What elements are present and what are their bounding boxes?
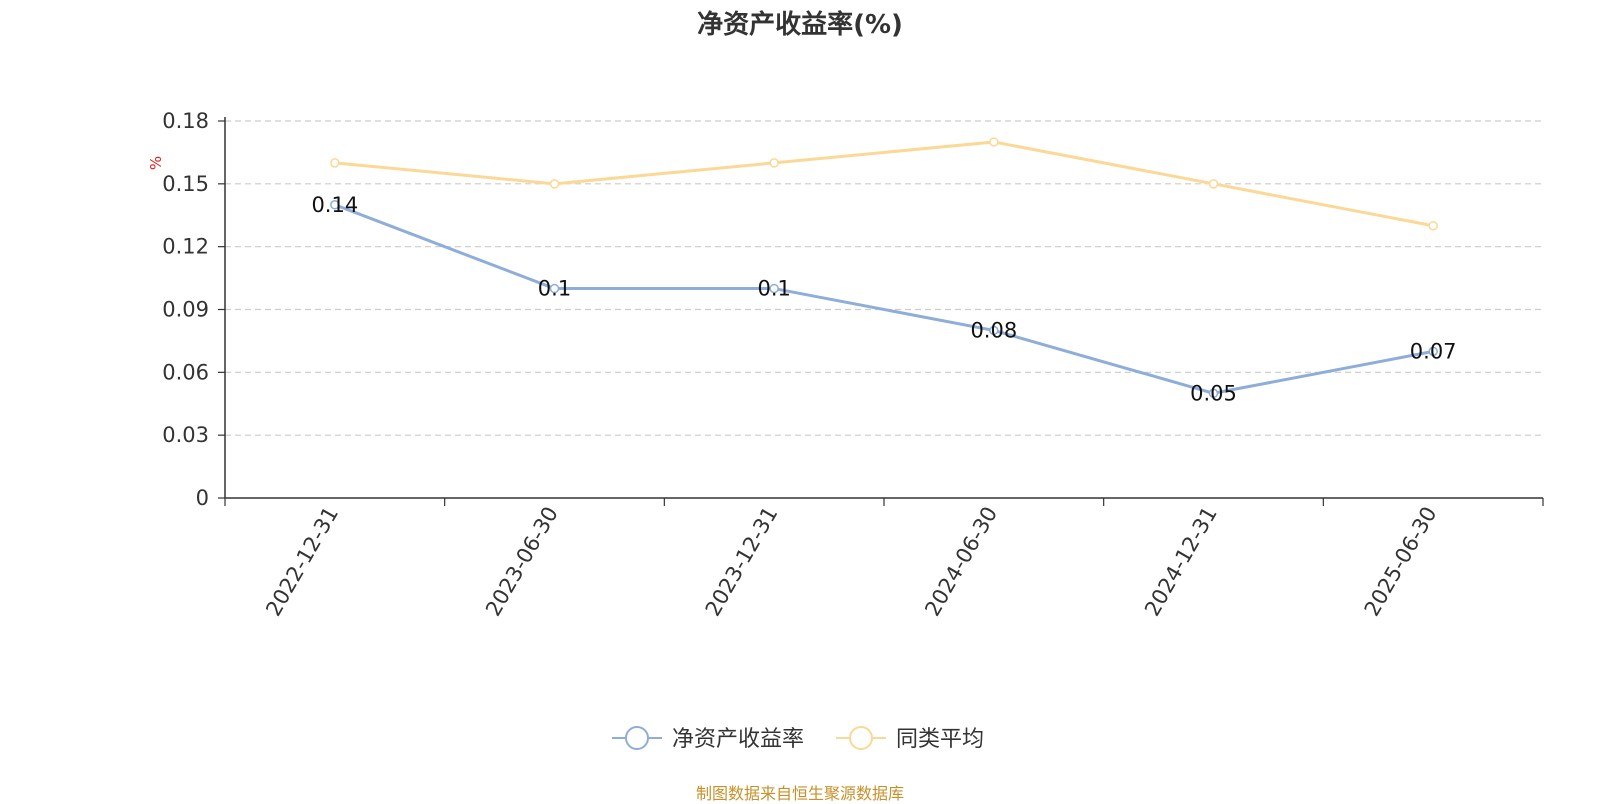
y-tick-label: 0.03 xyxy=(162,423,209,447)
data-label: 0.1 xyxy=(757,277,790,301)
data-label: 0.14 xyxy=(311,193,358,217)
axes: 0 0.03 0.06 0.09 0.12 0.15 0.18% 2022-12-31 2023… xyxy=(147,109,1544,621)
x-tick-label: 2023-12-31 xyxy=(701,503,783,621)
legend-label: 同类平均 xyxy=(896,727,984,752)
data-point xyxy=(1208,179,1219,189)
data-point xyxy=(989,137,999,147)
grid-lines xyxy=(225,120,1543,436)
x-tick-label: 2025-06-30 xyxy=(1360,503,1442,621)
data-label: 0.08 xyxy=(970,318,1017,342)
y-axis-unit: % xyxy=(147,156,165,170)
data-point xyxy=(1428,220,1438,231)
data-labels: 0.14 0.1 0.1 0.08 0.05 0.07 xyxy=(311,193,1456,406)
data-label: 0.1 xyxy=(538,277,571,301)
data-point xyxy=(1208,388,1219,399)
data-label: 0.07 xyxy=(1410,339,1457,363)
series-lines xyxy=(330,137,1438,399)
legend: 净资产收益率 同类平均 xyxy=(612,726,984,752)
data-point xyxy=(769,283,779,294)
legend-marker-icon xyxy=(625,726,649,750)
data-point xyxy=(549,179,560,189)
legend-marker-icon xyxy=(849,726,873,750)
x-tick-label: 2024-06-30 xyxy=(920,502,1002,620)
series-line xyxy=(334,140,1434,228)
data-point xyxy=(330,158,340,168)
x-tick-label: 2022-12-31 xyxy=(261,503,343,621)
data-point xyxy=(1428,346,1438,357)
source-note: 制图数据来自恒生聚源数据库 xyxy=(695,784,904,803)
data-point xyxy=(989,325,999,336)
y-tick-label: 0.15 xyxy=(162,172,209,196)
legend-label: 净资产收益率 xyxy=(672,727,804,752)
legend-item[interactable]: 净资产收益率 xyxy=(612,726,804,752)
x-tick-label: 2024-12-31 xyxy=(1140,503,1222,621)
y-tick-label: 0.18 xyxy=(162,109,209,133)
data-point xyxy=(549,283,560,294)
legend-item[interactable]: 同类平均 xyxy=(836,726,984,752)
chart-title: 净资产收益率(%) xyxy=(697,10,903,40)
y-tick-label: 0.06 xyxy=(162,360,209,384)
y-tick-label: 0.09 xyxy=(162,298,209,322)
series-line xyxy=(334,203,1434,395)
y-tick-label: 0 xyxy=(196,486,209,510)
data-point xyxy=(769,158,779,168)
x-tick-label: 2023-06-30 xyxy=(481,503,563,621)
data-point xyxy=(330,200,340,210)
data-label: 0.05 xyxy=(1190,381,1237,405)
y-tick-label: 0.12 xyxy=(162,235,209,259)
